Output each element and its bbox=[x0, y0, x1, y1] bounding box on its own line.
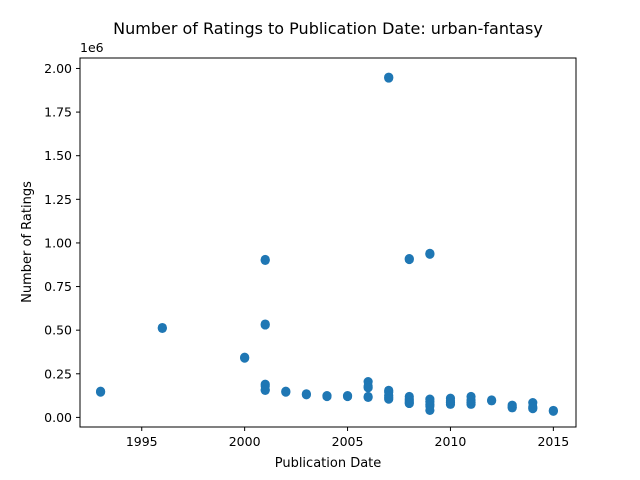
scatter-point bbox=[528, 404, 538, 414]
y-tick-label: 0.00 bbox=[44, 410, 72, 425]
x-tick-label: 2010 bbox=[435, 434, 467, 449]
scatter-point bbox=[466, 399, 476, 409]
y-tick-label: 1.75 bbox=[44, 105, 72, 120]
scatter-point bbox=[384, 394, 394, 404]
scatter-point bbox=[363, 383, 373, 393]
scatter-point bbox=[404, 254, 414, 265]
scatter-point bbox=[445, 399, 456, 409]
x-axis: 1995 2000 2005 2010 2015 bbox=[126, 427, 569, 449]
scatter-point bbox=[384, 73, 394, 83]
scatter-point bbox=[487, 396, 497, 406]
points-layer bbox=[95, 72, 558, 416]
scatter-point bbox=[404, 398, 414, 409]
scatter-point bbox=[342, 391, 353, 401]
scatter-point bbox=[95, 386, 106, 396]
scatter-point bbox=[281, 386, 291, 396]
x-tick-label: 2000 bbox=[229, 434, 261, 449]
y-tick-label: 0.75 bbox=[44, 279, 72, 294]
scatter-point bbox=[260, 320, 270, 330]
y-tick-label: 0.50 bbox=[44, 323, 72, 338]
y-tick-label: 2.00 bbox=[44, 61, 72, 76]
scatter-point bbox=[240, 352, 250, 362]
y-tick-label: 1.50 bbox=[44, 148, 72, 163]
scatter-point bbox=[363, 392, 373, 402]
scatter-point bbox=[260, 255, 270, 265]
scatter-point bbox=[548, 406, 558, 416]
scatter-point bbox=[425, 248, 435, 258]
y-tick-label: 1.25 bbox=[44, 192, 72, 207]
x-tick-label: 1995 bbox=[126, 434, 158, 449]
x-axis-label: Publication Date bbox=[275, 456, 382, 471]
scatter-point bbox=[425, 405, 435, 416]
x-tick-label: 2015 bbox=[537, 434, 569, 449]
scatter-point bbox=[322, 391, 332, 401]
scatter-point bbox=[301, 390, 311, 400]
x-tick-label: 2005 bbox=[332, 434, 364, 449]
y-offset-label: 1e6 bbox=[80, 40, 104, 55]
scatter-point bbox=[260, 385, 270, 395]
y-tick-label: 1.00 bbox=[44, 235, 72, 250]
y-axis: 0.00 0.25 0.50 0.75 1.00 1.25 1.50 1.75 2.00 bbox=[44, 61, 80, 425]
chart-title: Number of Ratings to Publication Date: u… bbox=[113, 19, 543, 38]
y-tick-label: 0.25 bbox=[44, 366, 72, 381]
y-axis-label: Number of Ratings bbox=[20, 181, 35, 303]
scatter-point bbox=[157, 322, 167, 333]
scatter-point bbox=[507, 403, 517, 413]
